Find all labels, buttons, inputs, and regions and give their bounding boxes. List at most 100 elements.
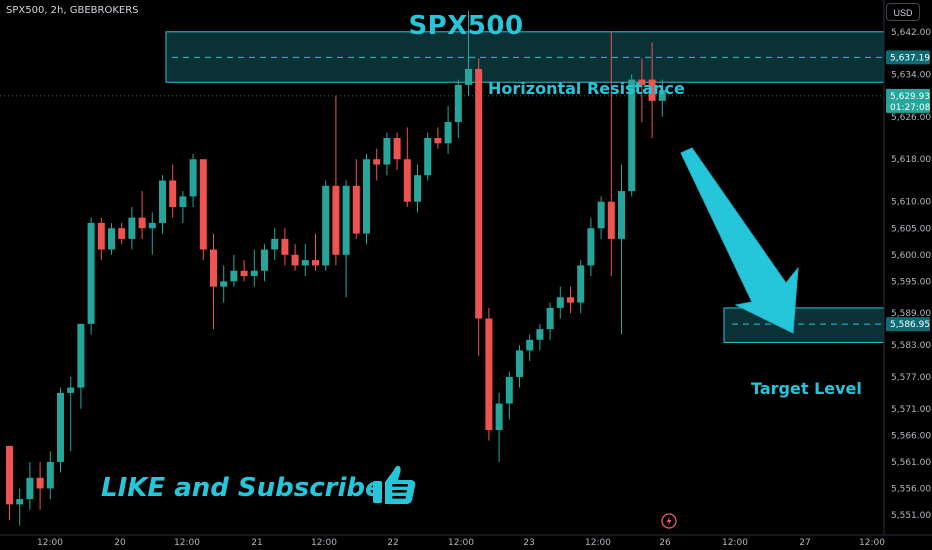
candle-body [128,217,136,239]
candle-body [434,137,442,144]
y-tick-label: 5,595.00 [891,277,931,287]
x-tick-label: 12:00 [722,538,748,548]
candle-body [465,68,472,85]
candle-body [454,84,462,123]
lightning-icon[interactable] [661,513,677,529]
candle-body [607,201,615,239]
y-tick-label: 5,551.00 [891,511,931,521]
candle-body [189,159,197,197]
candle-body [261,249,268,271]
candle-body [556,297,564,308]
candle-body [281,238,289,255]
y-tick-label: 5,589.00 [891,309,931,319]
candle-body [108,228,115,250]
candle-body [495,403,503,431]
candle-body [414,175,421,202]
candle-body [352,185,360,234]
candle-body [250,270,258,277]
y-tick-label: 5,583.00 [891,341,931,351]
x-tick-label: 27 [799,538,810,548]
candle-body [159,180,166,223]
candle-body [628,79,636,192]
candle-body [312,260,319,266]
y-tick-label: 5,618.00 [891,155,931,165]
candle-body [485,318,493,431]
y-tick-label: 5,577.00 [891,373,931,383]
candle-body [77,323,85,388]
candle-body [179,196,187,208]
thumbs-up-icon [373,465,416,504]
target-zone [723,307,885,343]
candle-body [505,376,513,404]
candle-body [403,159,411,202]
x-tick-label: 12:00 [174,538,200,548]
y-tick-label: 5,571.00 [891,405,931,415]
candle-body [16,499,24,505]
candle-body [67,387,75,393]
candle-body [210,249,217,287]
last-price-tag [886,88,930,113]
candle-body [220,281,228,287]
x-tick-label: 20 [114,538,126,548]
candle-body [36,477,44,489]
candle-body [46,461,54,489]
candle-body [322,185,330,266]
candle-body [26,477,34,500]
y-tick-label: 5,626.00 [891,113,931,123]
candle-body [424,137,432,176]
x-tick-label: 12:00 [859,538,885,548]
x-tick-label: 26 [659,538,671,548]
x-tick-label: 12:00 [448,538,474,548]
x-tick-label: 21 [251,538,262,548]
x-tick-label: 12:00 [311,538,337,548]
candle-body [118,228,126,239]
y-tick-label: 5,642.00 [891,28,931,38]
candle-body [199,159,207,250]
candle-body [332,185,340,255]
candle-body [475,68,483,319]
candle-body [240,270,248,277]
candle-body [291,254,299,266]
candle-body [301,260,309,266]
candle-body [57,392,64,462]
candle-body [148,222,156,229]
candle-body [363,159,370,234]
candle-body [577,265,585,303]
y-tick-label: 5,605.00 [891,224,931,234]
candle-body [97,222,105,250]
x-tick-label: 22 [387,538,398,548]
candle-body [138,217,146,229]
candle-body [516,350,523,377]
candle-body [373,159,381,165]
x-tick-label: 12:00 [37,538,63,548]
candle-body [342,185,350,255]
y-tick-label: 5,556.00 [891,484,931,494]
bar-countdown: 01:27:08 [890,103,931,113]
y-tick-label: 5,610.00 [891,198,931,208]
candle-body [587,228,595,266]
candle-body [6,445,13,505]
y-tick-label: 5,561.00 [891,458,931,468]
candle-body [383,137,391,165]
candle-body [648,79,656,101]
x-tick-label: 23 [523,538,534,548]
chart-title: SPX500 [408,11,524,41]
candle-body [658,90,666,101]
like-subscribe-text: LIKE and Subscribe [101,473,383,503]
candle-body [526,339,534,351]
target-price-tag [886,317,930,332]
y-tick-label: 5,634.00 [891,70,931,80]
candle-body [567,297,574,303]
last-price-value: 5,629.93 [890,92,930,102]
currency-button[interactable]: USD [886,3,920,21]
candle-body [271,238,279,250]
resistance-price-tag [886,50,930,65]
candle-body [546,307,554,330]
target-label: Target Level [751,379,862,398]
candle-body [87,222,95,324]
candle-body [230,270,238,282]
candle-body [393,137,401,160]
resistance-price-value: 5,637.19 [890,53,930,63]
resistance-label: Horizontal Resistance [488,79,685,98]
